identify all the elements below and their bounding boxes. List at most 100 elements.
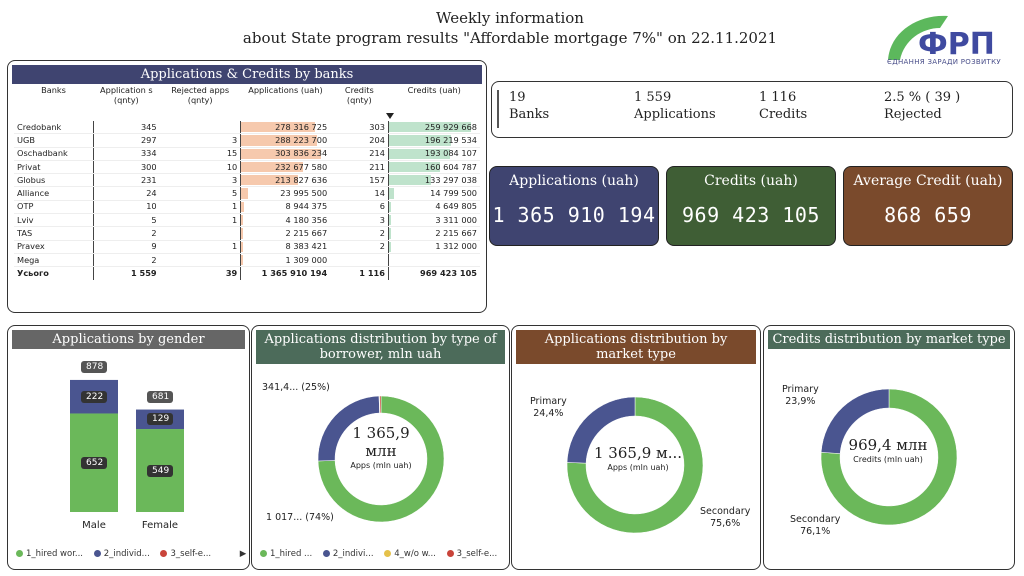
- table-row[interactable]: OTP 10 1 8 944 375 6 4 649 805: [14, 200, 480, 215]
- apps-primary-label: Primary 24,4%: [530, 396, 567, 420]
- cell-credits-uah: [388, 253, 480, 268]
- legend-label-hired2: 1_hired ...: [270, 549, 313, 559]
- card-applications-value: 1 365 910 194: [492, 203, 656, 227]
- cell-credits-uah-bar: [388, 188, 394, 199]
- cell-credits-qnty: 2: [330, 240, 389, 254]
- borrower-type-donut[interactable]: [252, 326, 509, 569]
- legend-item-wo2[interactable]: 4_w/o w...: [384, 549, 436, 559]
- borrower-legend: 1_hired ... 2_indivi... 4_w/o w... 3_sel…: [260, 549, 505, 559]
- cell-apps-uah: 4 180 356: [240, 213, 331, 228]
- credits-market-donut[interactable]: [764, 326, 1014, 569]
- table-row[interactable]: Credobank 345 278 316 725 303 259 929 668: [14, 121, 480, 135]
- cell-apps-qnty: 345: [93, 121, 160, 135]
- credits-primary-name: Primary: [782, 384, 819, 395]
- card-credits-value: 969 423 105: [682, 203, 820, 227]
- legend-item-indivi2[interactable]: 2_indivi...: [322, 549, 374, 559]
- kpi-applications-value: 1 559: [634, 90, 672, 105]
- cell-rejected: 3: [159, 133, 242, 148]
- borrower-label-hired: 1 017... (74%): [266, 512, 334, 523]
- legend-next-icon[interactable]: ▶: [239, 549, 247, 559]
- table-row[interactable]: Alliance 24 5 23 995 500 14 14 799 500: [14, 186, 480, 201]
- credits-market-center-value: 969,4 млн: [848, 436, 928, 454]
- gender-label-individ: 222: [81, 390, 107, 403]
- apps-secondary-name: Secondary: [700, 506, 751, 517]
- report-title-line1: Weekly information: [436, 9, 584, 27]
- pie3-slice-0[interactable]: [820, 388, 958, 526]
- credits-secondary-pct: 76,1%: [800, 526, 831, 537]
- cell-credits-uah: 193 084 107: [388, 147, 480, 161]
- legend-dot-self2: [446, 550, 454, 557]
- legend-item-self[interactable]: 3_self-e...: [160, 549, 211, 559]
- table-row[interactable]: Mega 2 1 309 000: [14, 253, 480, 268]
- pie1-slice-3[interactable]: [379, 395, 382, 414]
- table-row[interactable]: Lviv 5 1 4 180 356 3 3 311 000: [14, 213, 480, 228]
- col-credits-qnty[interactable]: Credits (qnty): [344, 85, 374, 105]
- table-row[interactable]: Oschadbank 334 15 303 836 234 214 193 084 107: [14, 147, 480, 161]
- apps-market-center: 1 365,9 м... Apps (mln uah): [588, 444, 688, 474]
- apps-secondary-label: Secondary 75,6%: [700, 506, 750, 530]
- legend-item-hired[interactable]: 1_hired wor...: [16, 549, 83, 559]
- cell-rejected: [159, 253, 242, 268]
- pie3-slice-1[interactable]: [820, 388, 890, 454]
- cell-apps-uah-bar: [241, 122, 315, 133]
- pie1-slice-0[interactable]: [317, 395, 445, 523]
- table-row[interactable]: UGB 297 3 288 223 700 204 196 219 534: [14, 133, 480, 148]
- col-apps-uah[interactable]: Applications (uah): [248, 85, 323, 95]
- cell-apps-qnty: 2: [93, 253, 160, 268]
- pie2-slice-0[interactable]: [566, 396, 704, 534]
- legend-item-hired2[interactable]: 1_hired ...: [260, 549, 312, 559]
- banks-table[interactable]: Banks Application s (qnty) Rejected apps…: [14, 85, 480, 280]
- cell-credits-uah: 160 604 787: [388, 160, 480, 175]
- borrower-type-panel: Applications distribution by type of bor…: [251, 325, 510, 570]
- cell-credits-uah: 3 311 000: [388, 213, 480, 228]
- pie2-slice-1[interactable]: [566, 396, 636, 464]
- kpi-credits: 1 116 Credits: [759, 89, 807, 123]
- apps-primary-name: Primary: [530, 396, 567, 407]
- cell-credits-uah: 259 929 668: [388, 121, 480, 135]
- total-credits-uah: 969 423 105: [388, 266, 480, 280]
- cell-credits-qnty: 14: [330, 186, 389, 201]
- credits-primary-pct: 23,9%: [785, 396, 816, 407]
- banks-table-panel: Applications & Credits by banks Banks Ap…: [7, 60, 487, 313]
- kpi-rejected-label: Rejected: [884, 107, 942, 122]
- cell-apps-uah-value: 8 383 421: [285, 241, 328, 252]
- cell-credits-qnty: 214: [330, 147, 389, 161]
- cell-credits-uah-value: 14 799 500: [430, 188, 477, 199]
- total-rejected: 39: [159, 266, 242, 280]
- cell-apps-uah: 1 309 000: [240, 253, 331, 268]
- gender-chart[interactable]: Male Female: [8, 326, 249, 569]
- legend-item-individ[interactable]: 2_individ...: [93, 549, 150, 559]
- cell-apps-uah: 23 995 500: [240, 186, 331, 201]
- legend-label-self2: 3_self-e...: [456, 549, 498, 559]
- legend-label-wo2: 4_w/o w...: [394, 549, 436, 559]
- cell-apps-uah-bar: [241, 215, 244, 226]
- cell-bank: OTP: [14, 200, 94, 215]
- col-credits-uah[interactable]: Credits (uah): [386, 85, 480, 121]
- apps-market-donut[interactable]: [512, 326, 760, 569]
- cell-credits-uah-bar: [388, 161, 440, 173]
- table-row[interactable]: Privat 300 10 232 677 580 211 160 604 787: [14, 160, 480, 175]
- table-row[interactable]: Globus 231 3 213 827 636 157 133 297 038: [14, 173, 480, 188]
- cell-apps-uah: 8 944 375: [240, 200, 331, 215]
- cell-credits-uah-bar: [388, 215, 391, 226]
- cell-bank: Credobank: [14, 121, 94, 135]
- table-row[interactable]: Pravex 9 1 8 383 421 2 1 312 000: [14, 240, 480, 254]
- cell-apps-uah-value: 23 995 500: [280, 188, 328, 199]
- cell-credits-qnty: 204: [330, 133, 389, 148]
- cell-credits-uah-value: 160 604 787: [424, 161, 477, 172]
- col-banks[interactable]: Banks: [41, 85, 66, 95]
- gender-label-total: 681: [147, 391, 173, 404]
- cell-bank: Alliance: [14, 186, 94, 201]
- cell-rejected: 15: [159, 147, 242, 161]
- table-row[interactable]: TAS 2 2 215 667 2 2 215 667: [14, 226, 480, 241]
- legend-item-self2[interactable]: 3_self-e...: [446, 549, 498, 559]
- legend-dot-hired2: [260, 550, 267, 557]
- borrower-center-unit: млн: [365, 442, 397, 460]
- kpi-rejected: 2.5 % ( 39 ) Rejected: [884, 89, 960, 123]
- cell-apps-uah-bar: [241, 201, 244, 213]
- sort-desc-icon[interactable]: [386, 113, 395, 119]
- cell-credits-qnty: 157: [330, 173, 389, 188]
- cell-credits-uah-bar: [388, 175, 431, 186]
- col-apps-qnty[interactable]: Application s (qnty): [100, 85, 153, 105]
- col-rejected[interactable]: Rejected apps (qnty): [171, 85, 230, 105]
